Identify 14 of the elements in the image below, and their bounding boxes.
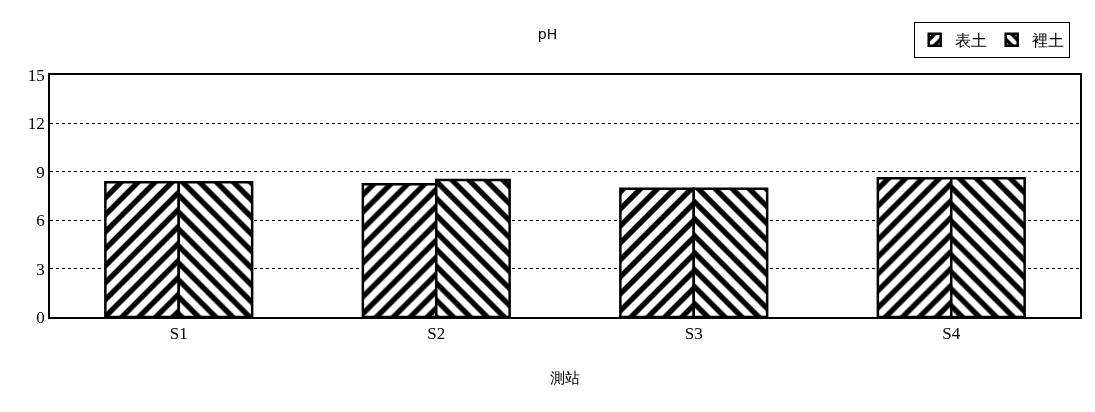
text: 表土 bbox=[954, 30, 987, 50]
x-tick-label: S2 bbox=[427, 324, 446, 344]
x-axis-title: 測站 bbox=[550, 368, 580, 387]
x-tick-label: S3 bbox=[684, 324, 703, 344]
x-tick-label: S4 bbox=[942, 324, 961, 344]
y-tick-label: 12 bbox=[27, 114, 45, 134]
text: 裡土 bbox=[1031, 30, 1064, 50]
y-tick-label: 0 bbox=[36, 307, 45, 327]
y-tick-label: 6 bbox=[36, 211, 45, 231]
y-tick-label: 9 bbox=[36, 162, 45, 182]
y-tick-label: 15 bbox=[27, 65, 45, 85]
y-tick-label: 3 bbox=[36, 259, 45, 279]
chart-title: pH bbox=[537, 25, 558, 42]
x-tick-label: S1 bbox=[169, 324, 188, 344]
